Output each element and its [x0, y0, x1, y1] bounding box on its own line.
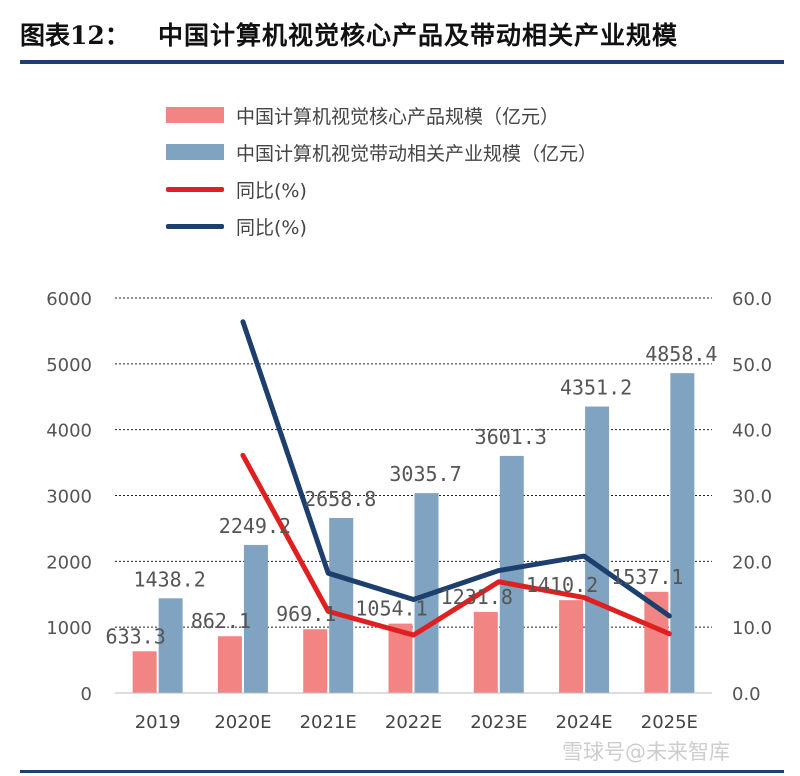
- line-core-yoy: [240, 452, 672, 638]
- data-labels: 633.3 1438.2 862.1 2249.2 969.1 2658.8 1054.1 3…: [106, 342, 718, 648]
- y-right-tick-label: 40.0: [732, 421, 772, 442]
- report-header: 图表12： 中国计算机视觉核心产品及带动相关产业规模: [0, 0, 800, 66]
- y-right-tick-label: 30.0: [732, 487, 772, 508]
- data-label-core: 969.1: [276, 602, 336, 626]
- legend-item-core-line: 同比(%): [166, 174, 307, 204]
- trend-lines: [240, 319, 672, 638]
- legend-label-related-bar: 中国计算机视觉带动相关产业规模（亿元）: [236, 142, 598, 165]
- legend-label-related-line: 同比(%): [236, 216, 307, 239]
- bar-related-industry: [158, 598, 183, 693]
- bar-related-industry: [585, 406, 610, 693]
- bar-core-product: [217, 636, 242, 693]
- chart-title: 中国计算机视觉核心产品及带动相关产业规模: [158, 21, 679, 50]
- y-left-tick-label: 0: [81, 684, 92, 705]
- x-tick-label: 2021E: [300, 712, 357, 733]
- bar-core-product: [132, 651, 157, 693]
- y-left-tick-label: 6000: [46, 289, 92, 310]
- y-right-tick-label: 20.0: [732, 552, 772, 573]
- legend-label-core-line: 同比(%): [236, 179, 307, 202]
- bar-core-product: [559, 600, 584, 693]
- figure-number: 图表12：: [20, 21, 130, 50]
- legend-item-related-line: 同比(%): [166, 211, 307, 241]
- bar-related-industry: [499, 455, 524, 693]
- x-tick-label: 2024E: [555, 712, 612, 733]
- bars: [132, 373, 695, 693]
- x-tick-label: 2025E: [641, 712, 698, 733]
- line-related-yoy: [240, 319, 672, 619]
- legend-item-core-bar: 中国计算机视觉核心产品规模（亿元）: [166, 100, 559, 130]
- axes: 0 1000 2000 3000 4000 5000 6000 0.0 10.0 20.0 30.0…: [46, 289, 772, 733]
- data-label-core: 862.1: [191, 609, 251, 633]
- x-tick-label: 2023E: [470, 712, 527, 733]
- data-label-core: 1054.1: [355, 597, 427, 621]
- data-label-related: 1438.2: [134, 567, 206, 591]
- x-tick-label: 2019: [135, 712, 181, 733]
- legend-label-core-bar: 中国计算机视觉核心产品规模（亿元）: [236, 105, 560, 128]
- bar-related-industry: [329, 517, 354, 693]
- legend-item-related-bar: 中国计算机视觉带动相关产业规模（亿元）: [166, 137, 597, 167]
- x-tick-label: 2020E: [214, 712, 271, 733]
- y-right-tick-label: 10.0: [732, 618, 772, 639]
- watermark: 雪球号@未来智库: [562, 740, 730, 764]
- y-left-tick-label: 2000: [46, 552, 92, 573]
- data-label-core: 633.3: [106, 624, 166, 648]
- y-right-tick-label: 60.0: [732, 289, 772, 310]
- y-right-tick-label: 50.0: [732, 355, 772, 376]
- bar-related-industry: [670, 373, 695, 693]
- gridlines: [115, 297, 712, 628]
- legend-swatch-core-bar: [166, 107, 224, 123]
- bar-related-industry: [243, 544, 268, 693]
- legend-swatch-related-bar: [166, 144, 224, 160]
- data-label-core: 1410.2: [526, 573, 598, 597]
- title-divider: [20, 60, 784, 64]
- y-left-tick-label: 4000: [46, 421, 92, 442]
- y-left-tick-label: 1000: [46, 618, 92, 639]
- y-left-tick-label: 3000: [46, 487, 92, 508]
- data-label-core: 1231.8: [441, 585, 513, 609]
- data-label-related: 2658.8: [304, 487, 376, 511]
- data-label-related: 4858.4: [645, 342, 717, 366]
- data-label-related: 3035.7: [389, 462, 461, 486]
- bar-core-product: [303, 629, 328, 693]
- y-left-tick-label: 5000: [46, 355, 92, 376]
- footer-divider: [20, 770, 784, 773]
- x-tick-label: 2022E: [385, 712, 442, 733]
- y-right-tick-label: 0.0: [732, 684, 761, 705]
- legend-swatch-related-line: [166, 223, 224, 229]
- legend-swatch-core-line: [166, 186, 224, 192]
- data-label-related: 2249.2: [219, 514, 291, 538]
- bar-core-product: [473, 611, 498, 693]
- data-label-related: 3601.3: [475, 425, 547, 449]
- data-label-related: 4351.2: [560, 376, 632, 400]
- data-label-core: 1537.1: [611, 565, 683, 589]
